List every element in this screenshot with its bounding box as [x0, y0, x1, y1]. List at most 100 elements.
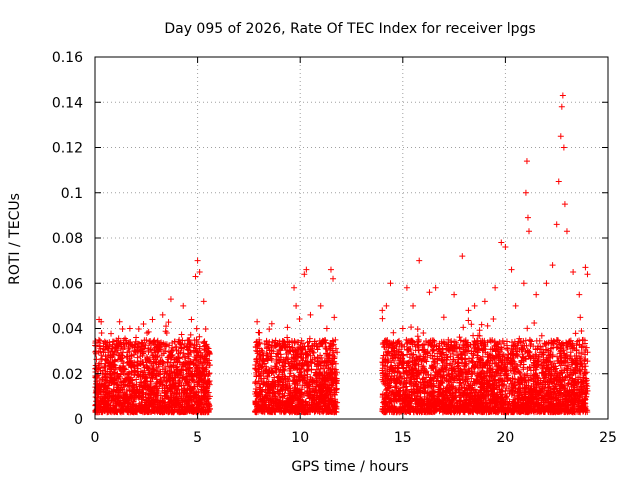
data-point: [173, 364, 180, 371]
data-point: [183, 373, 190, 380]
data-point: [311, 392, 318, 399]
data-point: [122, 339, 129, 346]
data-point: [176, 336, 183, 343]
data-point: [130, 397, 137, 404]
data-point: [182, 408, 189, 415]
data-point: [119, 368, 126, 375]
data-point: [197, 408, 204, 415]
data-point: [148, 391, 155, 398]
data-point: [124, 406, 131, 413]
data-point: [95, 383, 102, 390]
data-point: [120, 362, 127, 369]
data-point: [309, 395, 316, 402]
data-point: [279, 338, 286, 345]
data-point: [268, 355, 275, 362]
data-point: [274, 374, 281, 381]
data-point: [136, 403, 143, 410]
data-point: [164, 393, 171, 400]
data-point: [137, 373, 144, 380]
data-point: [253, 339, 260, 346]
data-point: [306, 389, 313, 396]
data-point: [167, 384, 174, 391]
data-point: [408, 324, 415, 331]
data-point: [161, 384, 168, 391]
data-point: [468, 321, 475, 328]
data-point: [263, 345, 270, 352]
data-point: [285, 356, 292, 363]
data-point: [194, 361, 201, 368]
data-point: [128, 368, 135, 375]
data-point: [538, 332, 545, 339]
data-point: [128, 352, 135, 359]
data-point: [120, 379, 127, 386]
data-point: [316, 382, 323, 389]
data-point: [298, 337, 305, 344]
data-point: [149, 362, 156, 369]
data-point: [334, 349, 341, 356]
data-point: [190, 405, 197, 412]
data-point: [257, 386, 264, 393]
data-point: [185, 381, 192, 388]
data-point: [143, 353, 150, 360]
data-point: [167, 349, 174, 356]
data-point: [199, 396, 206, 403]
data-point: [162, 364, 169, 371]
data-point: [165, 319, 172, 326]
data-point: [178, 331, 185, 338]
data-point: [115, 352, 122, 359]
data-point: [102, 357, 109, 364]
data-point: [168, 400, 175, 407]
data-point: [252, 365, 259, 372]
data-point: [154, 367, 161, 374]
data-point: [201, 402, 208, 409]
data-point: [258, 378, 265, 385]
data-point: [155, 403, 162, 410]
data-point: [184, 360, 191, 367]
data-point: [193, 336, 200, 343]
data-point: [158, 405, 165, 412]
data-point: [157, 357, 164, 364]
data-point: [128, 361, 135, 368]
data-point: [110, 376, 117, 383]
data-point: [195, 378, 202, 385]
data-point: [101, 363, 108, 370]
data-point: [179, 401, 186, 408]
data-point: [188, 377, 195, 384]
data-point: [108, 330, 115, 337]
data-point: [157, 344, 164, 351]
data-point: [297, 351, 304, 358]
data-point: [294, 394, 301, 401]
data-point: [138, 396, 145, 403]
data-point: [279, 376, 286, 383]
data-point: [117, 355, 124, 362]
data-point: [187, 331, 194, 338]
data-point: [151, 345, 158, 352]
data-point: [332, 396, 339, 403]
data-point: [168, 407, 175, 414]
data-point: [204, 344, 211, 351]
data-point: [140, 390, 147, 397]
data-point: [190, 390, 197, 397]
data-point: [186, 339, 193, 346]
data-point: [147, 381, 154, 388]
data-point: [111, 357, 118, 364]
data-point: [334, 399, 341, 406]
data-point: [109, 394, 116, 401]
data-point: [150, 352, 157, 359]
data-point: [182, 395, 189, 402]
data-point: [317, 388, 324, 395]
data-point: [258, 365, 265, 372]
data-point: [478, 321, 485, 328]
data-point: [93, 365, 100, 372]
data-point: [185, 403, 192, 410]
chart-title: Day 095 of 2026, Rate Of TEC Index for r…: [164, 21, 535, 37]
data-point: [129, 341, 136, 348]
data-point: [131, 364, 138, 371]
data-point: [106, 393, 113, 400]
data-point: [304, 361, 311, 368]
data-point: [200, 356, 207, 363]
data-points: [92, 92, 591, 416]
data-point: [142, 356, 149, 363]
data-point: [281, 373, 288, 380]
